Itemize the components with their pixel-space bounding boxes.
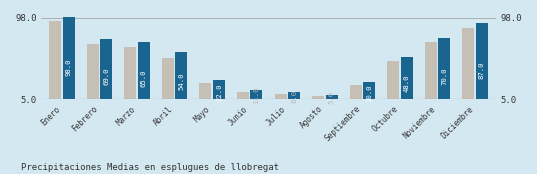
- Text: 11.0: 11.0: [253, 87, 259, 105]
- Bar: [125, 47, 136, 99]
- Bar: [387, 61, 399, 99]
- Text: 65.0: 65.0: [141, 69, 147, 86]
- Bar: [350, 85, 361, 99]
- Text: 70.0: 70.0: [441, 67, 447, 85]
- Bar: [63, 14, 75, 99]
- Bar: [250, 90, 263, 99]
- Text: Precipitaciones Medias en esplugues de llobregat: Precipitaciones Medias en esplugues de l…: [21, 163, 279, 172]
- Bar: [312, 96, 324, 99]
- Bar: [462, 28, 474, 99]
- Text: 22.0: 22.0: [216, 83, 222, 101]
- Bar: [162, 58, 174, 99]
- Text: 20.0: 20.0: [366, 84, 372, 101]
- Bar: [100, 39, 112, 99]
- Text: 5.0: 5.0: [329, 91, 335, 104]
- Bar: [213, 80, 225, 99]
- Bar: [87, 44, 99, 99]
- Text: 69.0: 69.0: [103, 68, 110, 85]
- Bar: [325, 95, 338, 99]
- Text: 8.0: 8.0: [291, 90, 297, 103]
- Bar: [401, 57, 412, 99]
- Bar: [138, 42, 150, 99]
- Bar: [274, 94, 287, 99]
- Text: 87.0: 87.0: [479, 62, 485, 79]
- Bar: [425, 42, 437, 99]
- Bar: [476, 23, 488, 99]
- Bar: [438, 38, 450, 99]
- Bar: [176, 52, 187, 99]
- Bar: [199, 83, 212, 99]
- Bar: [49, 21, 61, 99]
- Bar: [363, 82, 375, 99]
- Bar: [288, 92, 300, 99]
- Text: 48.0: 48.0: [404, 75, 410, 92]
- Text: 54.0: 54.0: [178, 73, 184, 90]
- Text: 98.0: 98.0: [66, 58, 72, 76]
- Bar: [237, 92, 249, 99]
